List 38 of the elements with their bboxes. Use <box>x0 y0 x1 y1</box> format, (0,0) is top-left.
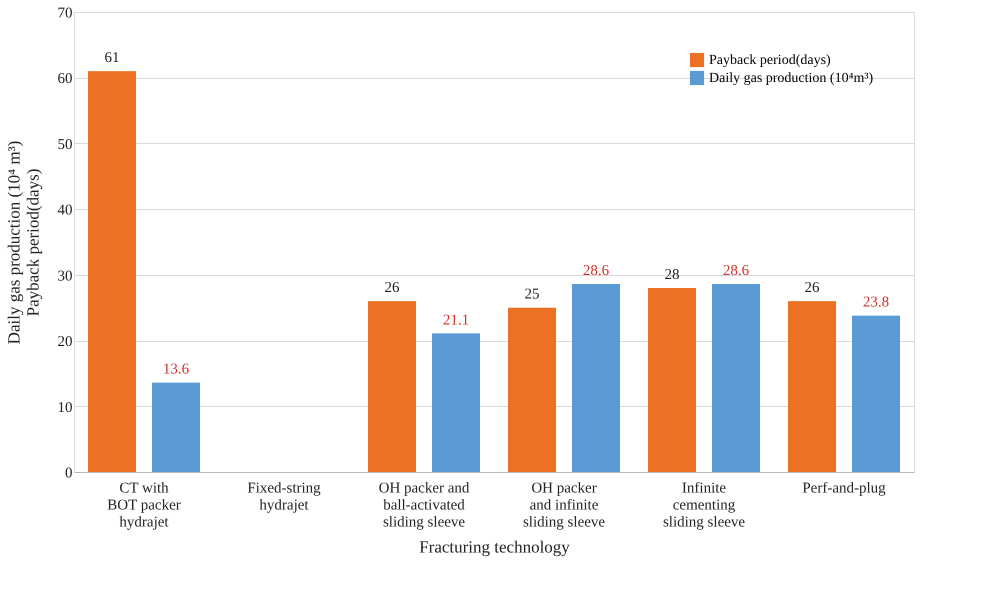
data-label: 13.6 <box>162 362 190 378</box>
x-tick-label: Perf-and-plug <box>802 480 886 496</box>
data-label: 21.1 <box>442 312 470 328</box>
x-tick-label: OH packer and ball-activated sliding sleeve <box>378 480 470 530</box>
x-tick-label: Infinite cementing sliding sleeve <box>662 480 746 530</box>
bar <box>368 301 416 472</box>
bar <box>712 284 760 472</box>
data-label: 25 <box>524 286 540 303</box>
x-tick-label: CT with BOT packer hydrajet <box>107 480 181 530</box>
bar <box>432 333 480 472</box>
legend-label: Daily gas production (10⁴m³) <box>709 71 874 86</box>
y-tick-label: 30 <box>58 268 72 284</box>
data-label: 28.6 <box>722 263 750 280</box>
y-tick-label: 40 <box>58 202 72 219</box>
data-label: 28.6 <box>582 263 610 280</box>
x-axis-title: Fracturing technology <box>419 538 570 556</box>
data-label: 23.8 <box>862 294 890 311</box>
y-axis-title: Daily gas production (10⁴ m³) Payback period(days) <box>4 140 42 344</box>
data-label: 26 <box>804 280 820 296</box>
x-tick-label: OH packer and infinite sliding sleeve <box>522 480 606 530</box>
bar <box>788 301 836 472</box>
bar <box>88 71 136 472</box>
y-tick-label: 70 <box>58 6 72 22</box>
data-label: 28 <box>664 267 680 283</box>
data-label: 26 <box>384 280 400 296</box>
bar <box>152 382 200 472</box>
data-label: 61 <box>104 50 120 66</box>
bar <box>648 288 696 472</box>
legend-label: Payback period(days) <box>709 53 832 68</box>
y-tick-label: 0 <box>65 466 72 482</box>
y-tick-label: 50 <box>58 136 72 153</box>
y-tick-label: 10 <box>58 400 72 416</box>
bar <box>508 308 556 472</box>
y-tick-label: 60 <box>58 71 72 88</box>
y-tick-label: 20 <box>58 334 72 350</box>
x-tick-label: Fixed-string hydrajet <box>247 480 322 514</box>
bar <box>572 284 620 472</box>
bar <box>852 316 900 472</box>
